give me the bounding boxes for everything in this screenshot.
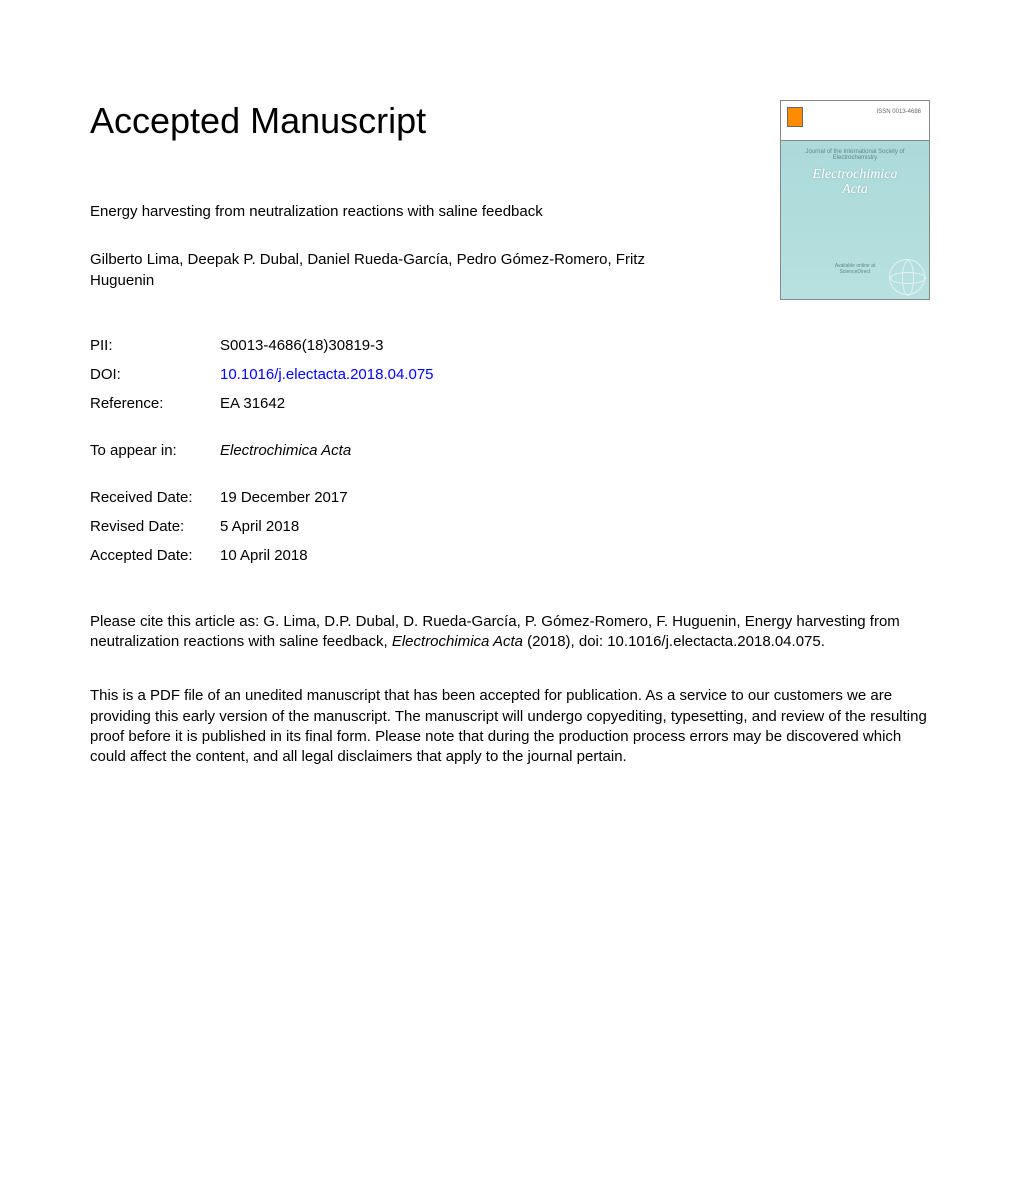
meta-value-revised: 5 April 2018 bbox=[220, 512, 434, 541]
meta-value-received: 19 December 2017 bbox=[220, 483, 434, 512]
meta-row-accepted: Accepted Date: 10 April 2018 bbox=[90, 541, 434, 570]
meta-row-doi: DOI: 10.1016/j.electacta.2018.04.075 bbox=[90, 360, 434, 389]
elsevier-logo-icon bbox=[787, 107, 803, 127]
cover-subtitle: Journal of the International Society of … bbox=[781, 149, 929, 161]
meta-label-received: Received Date: bbox=[90, 483, 220, 512]
citation-text: Please cite this article as: G. Lima, D.… bbox=[90, 612, 930, 653]
meta-label-accepted: Accepted Date: bbox=[90, 541, 220, 570]
meta-label-appear: To appear in: bbox=[90, 436, 220, 465]
metadata-table: PII: S0013-4686(18)30819-3 DOI: 10.1016/… bbox=[90, 331, 434, 570]
meta-row-appear: To appear in: Electrochimica Acta bbox=[90, 436, 434, 465]
meta-value-reference: EA 31642 bbox=[220, 389, 434, 418]
meta-row-revised: Revised Date: 5 April 2018 bbox=[90, 512, 434, 541]
meta-value-pii: S0013-4686(18)30819-3 bbox=[220, 331, 434, 360]
cover-header: ISSN 0013-4686 bbox=[781, 101, 929, 141]
cover-title-line2: Acta bbox=[842, 182, 868, 197]
meta-row-received: Received Date: 19 December 2017 bbox=[90, 483, 434, 512]
meta-label-doi: DOI: bbox=[90, 360, 220, 389]
meta-label-reference: Reference: bbox=[90, 389, 220, 418]
meta-label-pii: PII: bbox=[90, 331, 220, 360]
meta-label-revised: Revised Date: bbox=[90, 512, 220, 541]
cover-title-line1: Electrochimica bbox=[812, 167, 897, 182]
authors-list: Gilberto Lima, Deepak P. Dubal, Daniel R… bbox=[90, 250, 670, 291]
cover-issn: ISSN 0013-4686 bbox=[877, 109, 921, 115]
disclaimer-text: This is a PDF file of an unedited manusc… bbox=[90, 686, 930, 767]
meta-value-accepted: 10 April 2018 bbox=[220, 541, 434, 570]
citation-suffix: (2018), doi: 10.1016/j.electacta.2018.04… bbox=[523, 633, 825, 650]
globe-icon bbox=[889, 259, 925, 295]
citation-journal: Electrochimica Acta bbox=[392, 633, 523, 650]
journal-cover-thumbnail: ISSN 0013-4686 Journal of the Internatio… bbox=[780, 100, 930, 300]
manuscript-page: ISSN 0013-4686 Journal of the Internatio… bbox=[0, 0, 1020, 827]
meta-row-pii: PII: S0013-4686(18)30819-3 bbox=[90, 331, 434, 360]
cover-journal-title: Electrochimica Acta bbox=[781, 167, 929, 198]
meta-row-reference: Reference: EA 31642 bbox=[90, 389, 434, 418]
doi-link[interactable]: 10.1016/j.electacta.2018.04.075 bbox=[220, 366, 434, 383]
meta-value-appear: Electrochimica Acta bbox=[220, 442, 351, 459]
cover-footer-line2: ScienceDirect bbox=[840, 269, 871, 275]
